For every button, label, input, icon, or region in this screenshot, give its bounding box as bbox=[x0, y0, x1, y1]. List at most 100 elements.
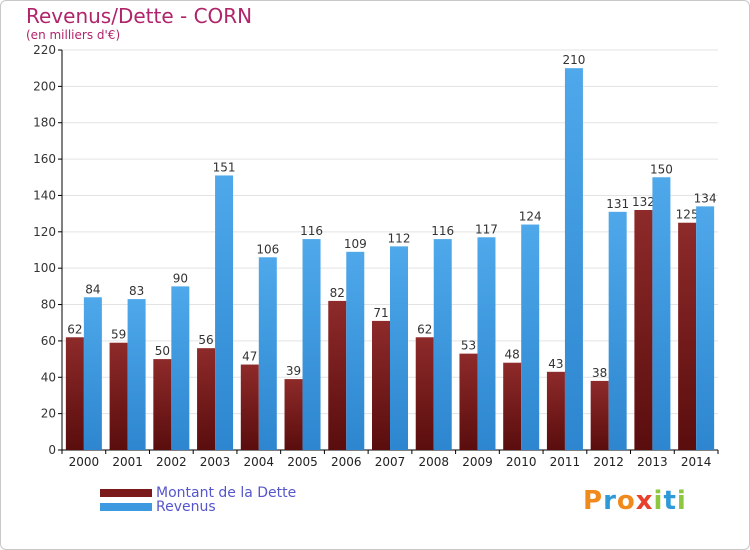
bar-revenus bbox=[258, 257, 277, 450]
bar-revenus bbox=[477, 237, 496, 450]
bar-revenus bbox=[521, 224, 540, 450]
legend-swatch-dette bbox=[100, 489, 152, 497]
x-tick-label: 2009 bbox=[462, 455, 493, 469]
data-label: 117 bbox=[475, 222, 498, 236]
data-label: 62 bbox=[417, 322, 432, 336]
legend-swatch-revenus bbox=[100, 503, 152, 511]
bar-revenus bbox=[346, 251, 365, 450]
data-label: 50 bbox=[155, 344, 170, 358]
logo-letter: r bbox=[603, 486, 617, 516]
bar-revenus bbox=[433, 239, 452, 450]
data-label: 71 bbox=[373, 306, 388, 320]
legend: Montant de la Dette Revenus bbox=[100, 485, 297, 515]
logo-letter: t bbox=[663, 486, 677, 516]
data-label: 48 bbox=[505, 348, 520, 362]
data-label: 210 bbox=[562, 53, 585, 67]
bar-revenus bbox=[83, 297, 102, 450]
logo-letter: i bbox=[676, 486, 687, 516]
bar-revenus bbox=[696, 206, 715, 450]
proxiti-logo: Proxiti bbox=[583, 486, 687, 516]
x-tick-label: 2002 bbox=[156, 455, 187, 469]
chart-subtitle: (en milliers d'€) bbox=[26, 28, 121, 42]
bar-revenus bbox=[652, 177, 671, 451]
data-label: 150 bbox=[650, 162, 673, 176]
y-tick-label: 120 bbox=[33, 225, 56, 239]
bar-revenus bbox=[390, 246, 408, 450]
bar-revenus bbox=[564, 68, 583, 450]
logo-letter: i bbox=[653, 486, 664, 516]
legend-item-revenus: Revenus bbox=[100, 499, 296, 515]
bar-dette bbox=[197, 348, 216, 450]
data-label: 56 bbox=[198, 333, 213, 347]
data-label: 83 bbox=[129, 284, 144, 298]
x-tick-label: 2012 bbox=[593, 455, 624, 469]
data-label: 112 bbox=[388, 231, 411, 245]
bar-dette bbox=[634, 210, 653, 450]
data-label: 82 bbox=[330, 286, 345, 300]
x-tick-label: 2001 bbox=[112, 455, 143, 469]
y-tick-label: 20 bbox=[41, 407, 56, 421]
data-label: 47 bbox=[242, 350, 257, 364]
bar-dette bbox=[459, 353, 478, 450]
data-label: 125 bbox=[676, 208, 699, 222]
data-label: 90 bbox=[173, 271, 188, 285]
bar-revenus bbox=[171, 286, 190, 450]
y-tick-label: 140 bbox=[33, 188, 56, 202]
x-tick-label: 2006 bbox=[331, 455, 362, 469]
bar-dette bbox=[153, 359, 172, 450]
data-label: 39 bbox=[286, 364, 301, 378]
bar-dette bbox=[284, 379, 303, 450]
y-tick-label: 200 bbox=[33, 79, 56, 93]
bar-revenus bbox=[302, 239, 321, 450]
bar-revenus bbox=[608, 211, 627, 450]
bar-dette bbox=[546, 371, 565, 450]
bar-dette bbox=[678, 222, 697, 450]
x-tick-label: 2013 bbox=[637, 455, 668, 469]
bar-dette bbox=[415, 337, 434, 450]
x-tick-label: 2011 bbox=[550, 455, 581, 469]
data-label: 151 bbox=[213, 160, 236, 174]
y-tick-label: 220 bbox=[33, 43, 56, 57]
x-tick-label: 2008 bbox=[418, 455, 449, 469]
bar-dette bbox=[503, 362, 522, 450]
bar-dette bbox=[109, 342, 128, 450]
data-label: 124 bbox=[519, 210, 542, 224]
x-tick-label: 2010 bbox=[506, 455, 537, 469]
y-tick-label: 60 bbox=[41, 334, 56, 348]
data-label: 134 bbox=[694, 191, 717, 205]
legend-label-dette: Montant de la Dette bbox=[156, 485, 297, 501]
y-tick-label: 0 bbox=[48, 443, 56, 457]
bar-dette bbox=[65, 337, 84, 450]
data-label: 131 bbox=[606, 197, 629, 211]
data-label: 53 bbox=[461, 339, 476, 353]
y-tick-label: 40 bbox=[41, 370, 56, 384]
data-label: 38 bbox=[592, 366, 607, 380]
data-label: 109 bbox=[344, 237, 367, 251]
chart-title: Revenus/Dette - CORN bbox=[26, 4, 253, 28]
legend-item-dette: Montant de la Dette bbox=[100, 485, 297, 501]
x-tick-label: 2014 bbox=[681, 455, 712, 469]
data-label: 43 bbox=[548, 357, 563, 371]
x-tick-label: 2000 bbox=[69, 455, 100, 469]
data-label: 84 bbox=[85, 282, 100, 296]
data-label: 62 bbox=[67, 322, 82, 336]
x-tick-label: 2005 bbox=[287, 455, 318, 469]
data-label: 116 bbox=[300, 224, 323, 238]
bar-dette bbox=[590, 380, 609, 450]
y-tick-label: 180 bbox=[33, 116, 56, 130]
x-tick-label: 2007 bbox=[375, 455, 406, 469]
bar-revenus bbox=[127, 299, 146, 450]
y-tick-label: 100 bbox=[33, 261, 56, 275]
data-label: 132 bbox=[632, 195, 655, 209]
y-tick-label: 160 bbox=[33, 152, 56, 166]
data-label: 116 bbox=[431, 224, 454, 238]
x-tick-label: 2004 bbox=[244, 455, 275, 469]
bar-dette bbox=[372, 320, 390, 450]
data-label: 59 bbox=[111, 328, 126, 342]
bar-revenus bbox=[215, 175, 234, 451]
logo-letter: P bbox=[583, 486, 604, 516]
legend-label-revenus: Revenus bbox=[156, 499, 216, 515]
y-tick-label: 80 bbox=[41, 298, 56, 312]
bar-dette bbox=[240, 364, 259, 450]
